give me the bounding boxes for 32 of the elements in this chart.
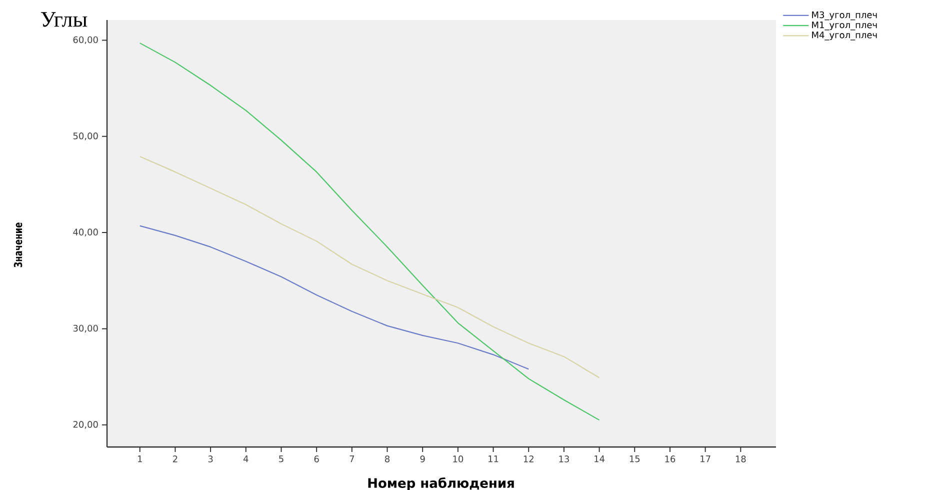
x-tick-label: 10 bbox=[453, 456, 464, 462]
line-series bbox=[139, 225, 530, 370]
y-tick-label: 50,00 bbox=[73, 132, 98, 140]
x-tick-label: 17 bbox=[700, 456, 710, 462]
x-tick-label: 9 bbox=[420, 456, 425, 462]
x-tick-label: 5 bbox=[279, 456, 284, 462]
x-tick-label: 2 bbox=[173, 456, 178, 462]
line-series bbox=[139, 156, 600, 378]
legend-label: M4_угол_плеч bbox=[812, 32, 877, 40]
line-series bbox=[139, 42, 600, 421]
x-tick-label: 11 bbox=[488, 456, 498, 462]
x-tick-label: 15 bbox=[630, 456, 640, 462]
x-tick-label: 14 bbox=[594, 456, 605, 462]
y-tick-label: 30,00 bbox=[73, 324, 98, 333]
x-tick-label: 3 bbox=[208, 456, 213, 462]
y-axis-title: Значение bbox=[14, 222, 22, 268]
x-tick-label: 13 bbox=[559, 456, 569, 462]
legend-label: M1_угол_плеч bbox=[812, 22, 877, 30]
x-axis-title: Номер наблюдения bbox=[368, 477, 514, 490]
x-tick-label: 16 bbox=[665, 456, 676, 462]
x-tick-label: 18 bbox=[736, 456, 746, 462]
x-tick-label: 6 bbox=[314, 456, 319, 462]
y-tick-label: 40,00 bbox=[73, 228, 98, 236]
x-tick-label: 12 bbox=[524, 456, 534, 462]
x-tick-label: 4 bbox=[243, 456, 248, 462]
x-tick-label: 7 bbox=[350, 456, 354, 462]
x-tick-label: 8 bbox=[385, 456, 390, 462]
x-tick-label: 1 bbox=[138, 456, 142, 462]
legend-label: M3_угол_плеч bbox=[812, 11, 877, 20]
y-tick-label: 20,00 bbox=[73, 421, 98, 429]
y-tick-label: 60,00 bbox=[73, 36, 98, 44]
chart-title: Углы bbox=[40, 12, 88, 27]
